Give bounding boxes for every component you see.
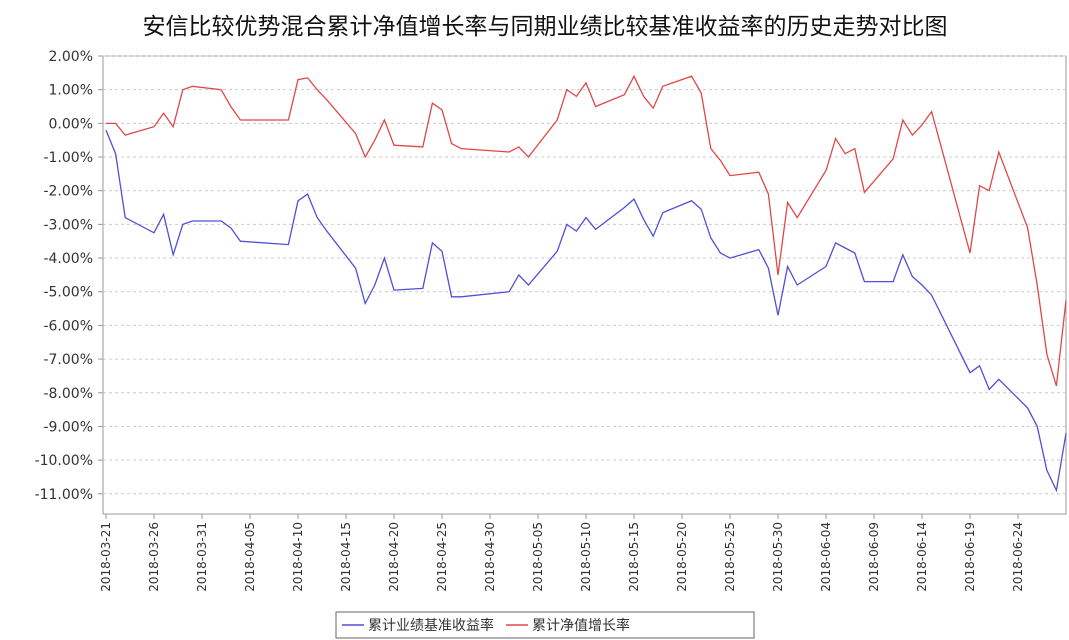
y-tick-label: -6.00% <box>43 318 93 334</box>
x-tick-label: 2018-04-10 <box>291 522 305 592</box>
x-tick-label: 2018-06-19 <box>963 522 977 592</box>
legend-box <box>335 611 755 639</box>
x-tick-label: 2018-03-26 <box>147 522 161 592</box>
x-tick-label: 2018-06-14 <box>915 522 929 592</box>
y-tick-label: 2.00% <box>49 49 93 65</box>
y-tick-label: -11.00% <box>35 487 93 503</box>
x-tick-label: 2018-04-05 <box>243 522 257 592</box>
x-tick-label: 2018-03-31 <box>195 522 209 592</box>
x-tick-label: 2018-05-10 <box>579 522 593 592</box>
x-tick-label: 2018-04-20 <box>387 522 401 592</box>
y-tick-label: -3.00% <box>43 217 93 233</box>
y-tick-label: -1.00% <box>43 150 93 166</box>
x-tick-label: 2018-05-30 <box>771 522 785 592</box>
y-tick-label: -4.00% <box>43 251 93 267</box>
series-line <box>105 129 1067 493</box>
y-tick-label: -5.00% <box>43 285 93 301</box>
x-tick-label: 2018-04-15 <box>339 522 353 592</box>
y-tick-label: -9.00% <box>43 419 93 435</box>
y-tick-label: -10.00% <box>35 453 93 469</box>
x-tick-label: 2018-05-05 <box>531 522 545 592</box>
series-line <box>106 74 1067 387</box>
x-tick-label: 2018-05-15 <box>627 522 641 592</box>
y-tick-label: -8.00% <box>43 386 93 402</box>
y-tick-label: 0.00% <box>49 116 93 132</box>
y-tick-label: 1.00% <box>49 83 93 99</box>
x-tick-label: 2018-05-20 <box>675 522 689 592</box>
x-tick-label: 2018-06-09 <box>867 522 881 592</box>
x-tick-label: 2018-06-24 <box>1011 522 1025 592</box>
chart-title: 安信比较优势混合累计净值增长率与同期业绩比较基准收益率的历史走势对比图 <box>143 14 948 40</box>
x-tick-label: 2018-06-04 <box>819 522 833 592</box>
x-tick-label: 2018-04-30 <box>483 522 497 592</box>
y-tick-label: -7.00% <box>43 352 93 368</box>
legend-label: 累计净值增长率 <box>532 617 630 634</box>
legend-label: 累计业绩基准收益率 <box>368 617 494 634</box>
x-tick-label: 2018-03-21 <box>99 522 113 592</box>
y-tick-label: -2.00% <box>43 184 93 200</box>
x-tick-label: 2018-04-25 <box>435 522 449 592</box>
x-tick-label: 2018-05-25 <box>723 522 737 592</box>
